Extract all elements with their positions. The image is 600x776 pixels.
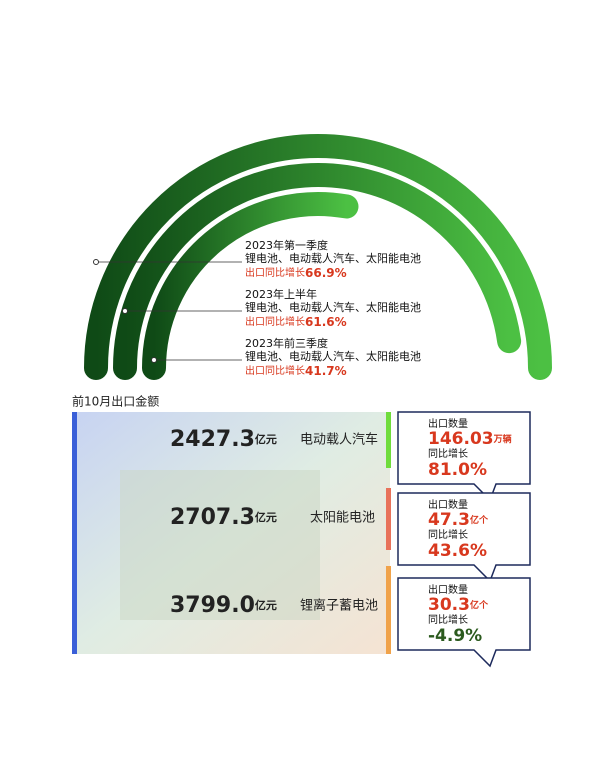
yoy: 43.6% <box>428 541 487 561</box>
callout-box <box>397 492 531 583</box>
growth-value: 66.9% <box>305 266 347 280</box>
amount: 2427.3亿元 <box>170 427 277 452</box>
factory-illustration <box>120 470 320 620</box>
amount-value: 3799.0 <box>170 593 255 618</box>
qty-value: 47.3 <box>428 510 470 530</box>
amount-unit: 亿元 <box>255 598 277 612</box>
amount-value: 2707.3 <box>170 505 255 530</box>
callout-box <box>397 411 531 502</box>
leader-dot <box>151 357 157 363</box>
export-section: 前10月出口金额 2427.3亿元 电动载人汽车出口数量146.03万辆同比增长8… <box>72 394 531 668</box>
qty-unit: 亿个 <box>470 599 489 611</box>
amount-unit: 亿元 <box>255 432 277 446</box>
target-bar <box>386 412 391 468</box>
leader-dot <box>122 308 128 314</box>
qty-unit: 亿个 <box>470 514 489 526</box>
growth-prefix: 出口同比增长 <box>245 266 305 279</box>
yoy-label: 同比增长 <box>428 613 468 626</box>
period: 2023年上半年 <box>245 287 317 301</box>
growth-value: 41.7% <box>305 364 347 378</box>
growth-value: 61.6% <box>305 315 347 329</box>
qty-value: 30.3 <box>428 595 470 615</box>
product-name: 锂离子蓄电池 <box>300 598 378 614</box>
growth-line: 出口同比增长61.6% <box>245 315 347 329</box>
qty-label: 出口数量 <box>428 498 468 511</box>
qty-value: 146.03 <box>428 429 494 449</box>
qty: 30.3亿个 <box>428 595 489 615</box>
products: 锂电池、电动载人汽车、太阳能电池 <box>245 300 421 314</box>
qty-label: 出口数量 <box>428 417 468 430</box>
product-name: 电动载人汽车 <box>300 432 378 448</box>
qty-unit: 万辆 <box>493 433 512 445</box>
amount-value: 2427.3 <box>170 427 255 452</box>
qty-label: 出口数量 <box>428 583 468 596</box>
amount: 2707.3亿元 <box>170 505 277 530</box>
amount: 3799.0亿元 <box>170 593 277 618</box>
arcs: 2023年第一季度锂电池、电动载人汽车、太阳能电池出口同比增长66.9%2023… <box>84 134 552 380</box>
qty: 146.03万辆 <box>428 429 512 449</box>
amount-unit: 亿元 <box>255 510 277 524</box>
arc <box>142 192 359 380</box>
period: 2023年第一季度 <box>245 238 328 252</box>
leader-dot <box>93 259 99 265</box>
growth-line: 出口同比增长66.9% <box>245 266 347 280</box>
section-title: 前10月出口金额 <box>72 394 159 409</box>
growth-prefix: 出口同比增长 <box>245 315 305 328</box>
yoy-label: 同比增长 <box>428 447 468 460</box>
target-bar <box>386 488 391 550</box>
growth-prefix: 出口同比增长 <box>245 364 305 377</box>
yoy-label: 同比增长 <box>428 528 468 541</box>
product-name: 太阳能电池 <box>310 511 375 526</box>
callout-box <box>397 577 531 668</box>
yoy: -4.9% <box>428 626 482 646</box>
arc <box>113 163 522 380</box>
yoy: 81.0% <box>428 460 487 480</box>
qty: 47.3亿个 <box>428 510 489 530</box>
source-bar <box>72 412 77 654</box>
growth-line: 出口同比增长41.7% <box>245 364 347 378</box>
period: 2023年前三季度 <box>245 336 328 350</box>
products: 锂电池、电动载人汽车、太阳能电池 <box>245 251 421 265</box>
products: 锂电池、电动载人汽车、太阳能电池 <box>245 349 421 363</box>
target-bar <box>386 566 391 654</box>
arc <box>84 134 552 380</box>
